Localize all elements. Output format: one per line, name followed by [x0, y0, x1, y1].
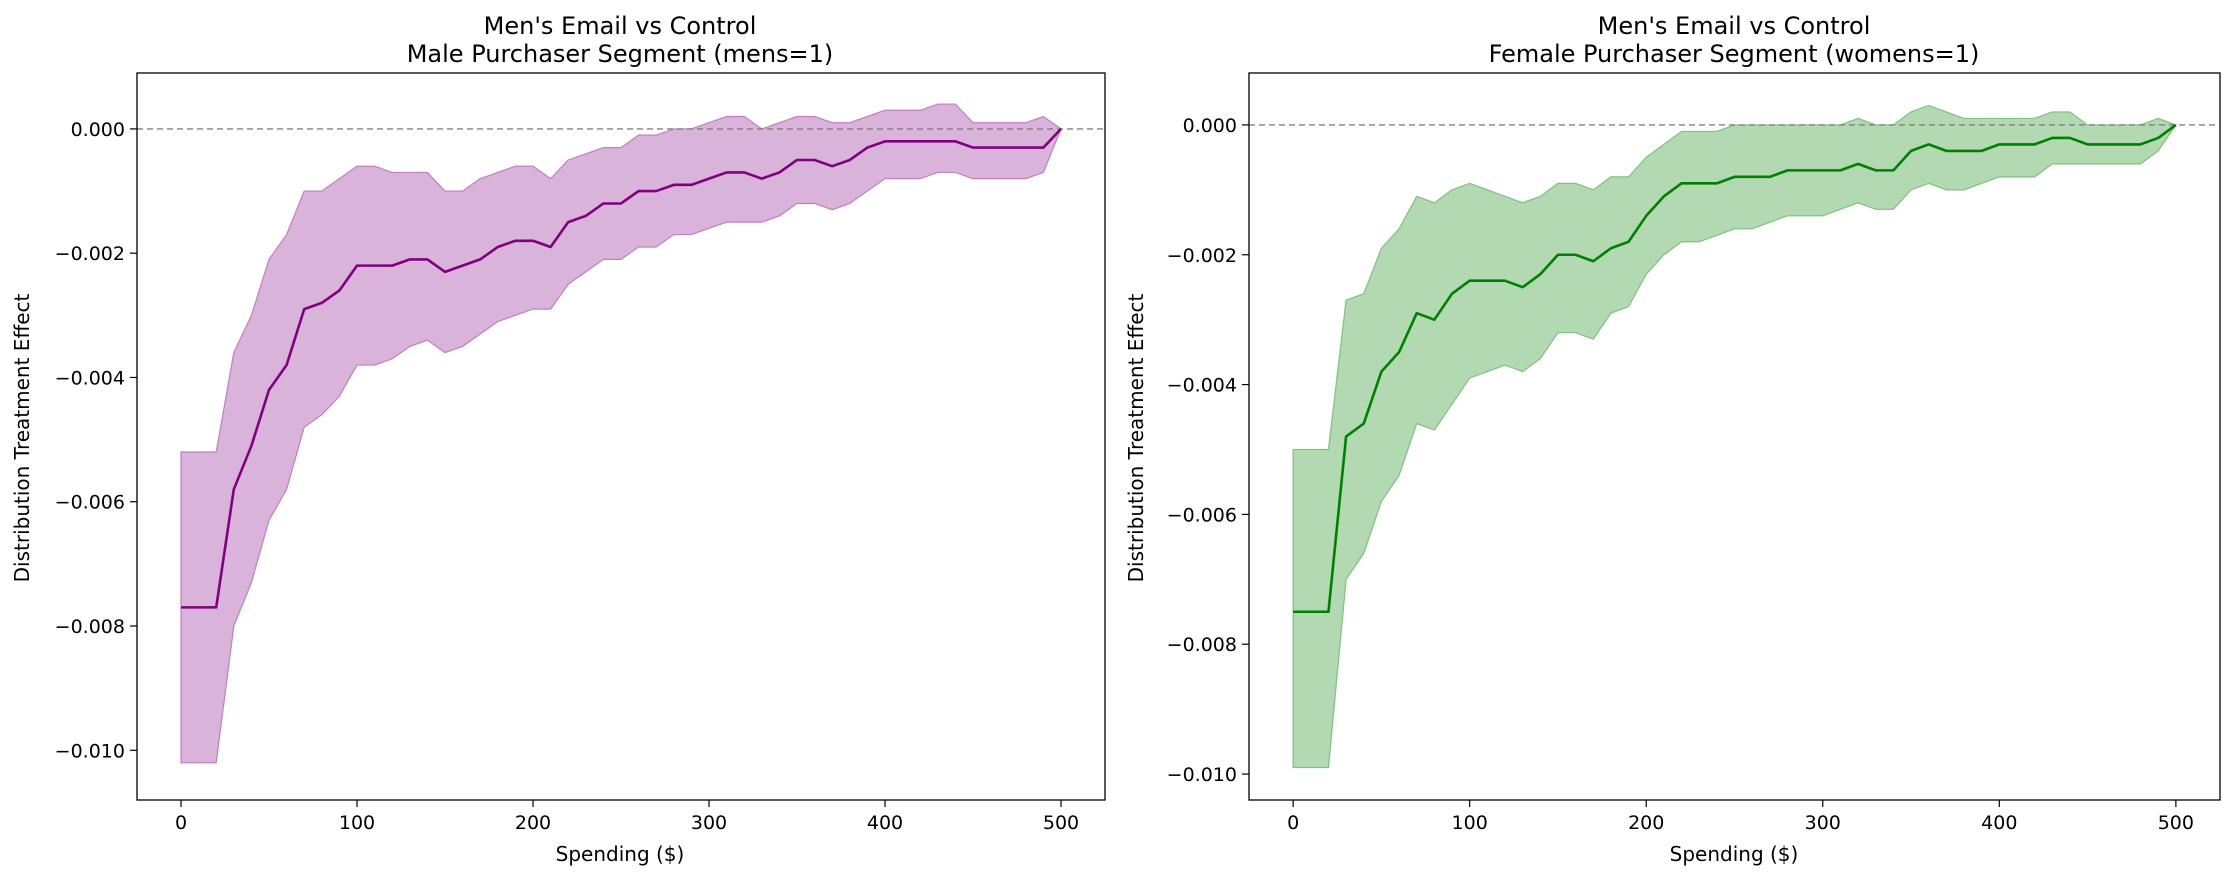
- axes-frame: [1248, 72, 2221, 801]
- x-tick-label: 200: [515, 812, 551, 834]
- x-axis-label: Spending ($): [1670, 842, 1799, 866]
- x-tick-label: 500: [1043, 812, 1079, 834]
- confidence-band: [180, 103, 1062, 764]
- y-tick-label: −0.002: [1167, 245, 1237, 267]
- x-tick-label: 500: [2158, 812, 2194, 834]
- y-tick-label: 0.000: [71, 119, 125, 141]
- y-axis-label: Distribution Treatment Effect: [1124, 293, 1148, 582]
- confidence-band: [1292, 104, 2177, 769]
- chart-right: Men's Email vs Control Female Purchaser …: [1124, 12, 2221, 866]
- x-axis-label: Spending ($): [556, 842, 685, 866]
- x-tick-label: 0: [175, 812, 187, 834]
- chart-subtitle: Male Purchaser Segment (mens=1): [407, 40, 834, 68]
- treatment-effect-line: [1293, 123, 2177, 614]
- y-tick-label: −0.002: [55, 243, 125, 265]
- y-tick-label: −0.010: [55, 740, 125, 762]
- x-tick-label: 300: [1805, 812, 1841, 834]
- y-tick-label: −0.008: [55, 616, 125, 638]
- y-tick-label: −0.006: [55, 492, 125, 514]
- x-tick-label: 400: [867, 812, 903, 834]
- chart-left: Men's Email vs Control Male Purchaser Se…: [10, 12, 1106, 866]
- y-axis-label: Distribution Treatment Effect: [10, 293, 34, 582]
- y-tick-label: −0.010: [1167, 764, 1237, 786]
- axes-frame: [136, 72, 1106, 801]
- y-tick-label: −0.004: [55, 367, 125, 389]
- y-tick-label: 0.000: [1183, 115, 1237, 137]
- x-tick-label: 100: [1452, 812, 1488, 834]
- chart-title: Men's Email vs Control: [1598, 12, 1871, 40]
- x-tick-label: 100: [339, 812, 375, 834]
- x-tick-label: 200: [1628, 812, 1664, 834]
- y-tick-label: −0.004: [1167, 375, 1237, 397]
- y-tick-label: −0.008: [1167, 634, 1237, 656]
- chart-subtitle: Female Purchaser Segment (womens=1): [1489, 40, 1980, 68]
- plot-area: 0 100 200 300 400 500 0.000 −0.002 −0.004 −0.006 −…: [1167, 72, 2221, 834]
- chart-title: Men's Email vs Control: [484, 12, 757, 40]
- y-tick-label: −0.006: [1167, 504, 1237, 526]
- treatment-effect-line: [181, 128, 1062, 609]
- x-tick-label: 400: [1981, 812, 2017, 834]
- plot-area: 0 100 200 300 400 500 0.000 −0.002 −0.004 −0.006 −…: [55, 72, 1106, 834]
- x-tick-label: 300: [691, 812, 727, 834]
- x-tick-label: 0: [1287, 812, 1299, 834]
